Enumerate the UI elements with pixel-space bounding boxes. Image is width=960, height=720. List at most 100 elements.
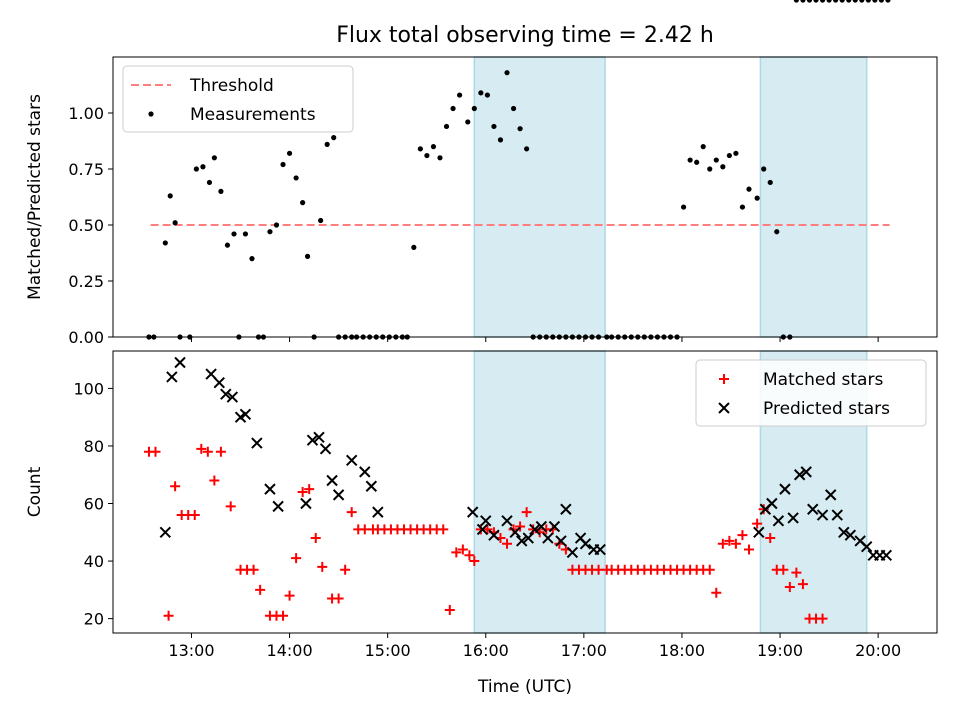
shaded-interval-1	[473, 56, 606, 338]
measurement-point	[273, 222, 280, 228]
matched-star-point	[717, 538, 728, 549]
legend-entry: Predicted stars	[763, 399, 890, 419]
matched-star-point	[163, 610, 174, 621]
predicted-star-point	[535, 520, 548, 533]
predicted-star-point	[319, 443, 332, 455]
legend-swatch	[719, 374, 729, 384]
top-panel-marks	[146, 0, 891, 340]
measurement-point	[767, 179, 773, 186]
measurement-point	[806, 0, 813, 3]
measurement-point	[746, 186, 752, 192]
measurement-point	[826, 0, 832, 3]
matched-star-point	[209, 475, 220, 486]
matched-star-point	[340, 564, 351, 575]
measurement-point	[424, 152, 430, 159]
predicted-star-point	[779, 483, 791, 495]
measurement-point	[231, 231, 237, 237]
matched-star-point	[778, 564, 789, 575]
measurement-point	[885, 0, 891, 3]
predicted-star-point	[300, 497, 312, 510]
predicted-star-point	[793, 469, 806, 481]
predicted-star-point	[239, 408, 252, 421]
top-panel-ylabel: Matched/Predicted stars	[25, 94, 45, 300]
measurement-point	[517, 126, 523, 132]
measurement-point	[457, 92, 463, 98]
matched-star-point	[464, 550, 475, 561]
predicted-star-point	[326, 474, 338, 487]
x-tick-label: 18:00	[659, 641, 705, 660]
measurement-point	[437, 155, 443, 161]
predicted-star-point	[766, 497, 778, 510]
measurement-point	[720, 164, 726, 170]
measurement-point	[700, 144, 706, 150]
x-axis-label: Time (UTC)	[477, 677, 572, 697]
predicted-star-point	[174, 356, 186, 369]
matched-star-point	[797, 579, 808, 590]
measurement-point	[465, 119, 471, 125]
predicted-star-point	[807, 503, 819, 515]
bottom-panel-ylabel: Count	[25, 466, 45, 517]
matched-star-point	[457, 544, 468, 555]
matched-star-point	[482, 524, 493, 535]
measurement-point	[318, 217, 324, 224]
y-tick-label: 20	[84, 610, 104, 629]
legend-box	[695, 359, 927, 427]
measurement-point	[839, 0, 845, 3]
matched-star-point	[291, 553, 302, 564]
predicted-star-point	[522, 532, 534, 544]
matched-star-point	[711, 587, 722, 598]
matched-star-point	[196, 443, 207, 454]
x-tick-label: 19:00	[757, 641, 803, 660]
predicted-star-point	[264, 483, 276, 495]
measurement-point	[224, 242, 231, 248]
predicted-star-point	[880, 549, 893, 562]
observing-intervals	[473, 56, 868, 338]
matched-star-point	[765, 533, 776, 544]
measurement-point	[739, 204, 746, 210]
matched-star-point	[248, 564, 259, 575]
matched-star-point	[170, 481, 181, 492]
matched-star-point	[724, 535, 735, 546]
predicted-star-point	[365, 480, 378, 492]
matched-star-point	[333, 593, 344, 604]
predicted-star-point	[306, 434, 319, 446]
measurement-point	[280, 161, 286, 168]
measurement-point	[242, 231, 249, 237]
measurement-point	[443, 123, 450, 130]
measurement-point	[211, 155, 217, 161]
matched-star-point	[225, 501, 236, 512]
shaded-interval-1	[473, 350, 606, 634]
legend-entry: Threshold	[189, 76, 274, 96]
predicted-star-point	[272, 500, 284, 513]
predicted-star-point	[579, 538, 592, 550]
matched-star-point	[791, 567, 802, 578]
measurement-point	[286, 150, 293, 156]
shaded-interval-2	[759, 56, 868, 338]
measurement-point	[859, 0, 865, 3]
x-tick-label: 14:00	[267, 641, 313, 660]
matched-star-point	[528, 524, 539, 535]
y-tick-label: 40	[84, 552, 104, 571]
y-tick-label: 60	[84, 495, 104, 514]
measurement-point	[819, 0, 826, 3]
measurement-point	[813, 0, 819, 3]
x-tick-label: 15:00	[365, 641, 411, 660]
matched-star-point	[521, 507, 532, 518]
measurement-point	[172, 220, 178, 226]
measurement-point	[267, 229, 273, 235]
measurement-point	[510, 105, 517, 112]
predicted-star-point	[772, 515, 785, 527]
predicted-star-point	[159, 526, 172, 538]
measurement-point	[754, 195, 760, 201]
measurement-point	[206, 179, 213, 186]
matched-star-point	[310, 533, 321, 544]
top-panel-axis: 0.00 0.25 0.50 0.75 1.00	[68, 104, 879, 347]
measurement-point	[300, 200, 306, 206]
predicted-star-point	[488, 529, 500, 541]
matched-star-point	[743, 544, 754, 555]
bottom-panel-legend: Matched stars Predicted stars	[695, 359, 927, 427]
predicted-star-point	[501, 515, 513, 527]
matched-star-point	[284, 590, 295, 601]
measurement-point	[793, 0, 799, 3]
measurement-point	[491, 123, 497, 130]
